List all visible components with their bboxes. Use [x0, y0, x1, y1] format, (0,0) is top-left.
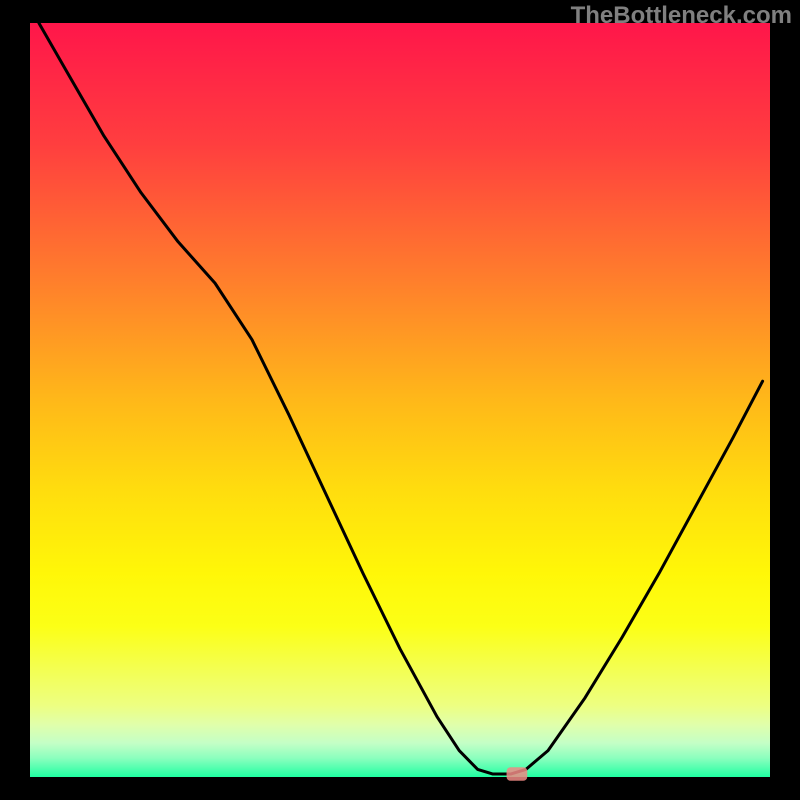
plot-background	[30, 23, 770, 777]
optimal-marker	[507, 767, 528, 781]
chart-root: TheBottleneck.com	[0, 0, 800, 800]
watermark-text: TheBottleneck.com	[571, 2, 792, 30]
chart-svg	[0, 0, 800, 800]
